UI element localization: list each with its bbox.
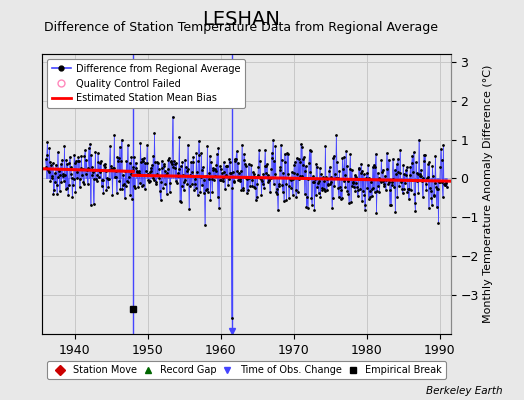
Y-axis label: Monthly Temperature Anomaly Difference (°C): Monthly Temperature Anomaly Difference (…: [483, 65, 493, 323]
Legend: Difference from Regional Average, Quality Control Failed, Estimated Station Mean: Difference from Regional Average, Qualit…: [47, 59, 245, 108]
Legend: Station Move, Record Gap, Time of Obs. Change, Empirical Break: Station Move, Record Gap, Time of Obs. C…: [47, 361, 446, 379]
Text: Difference of Station Temperature Data from Regional Average: Difference of Station Temperature Data f…: [44, 21, 438, 34]
Text: Berkeley Earth: Berkeley Earth: [427, 386, 503, 396]
Text: LESHAN: LESHAN: [202, 10, 280, 29]
